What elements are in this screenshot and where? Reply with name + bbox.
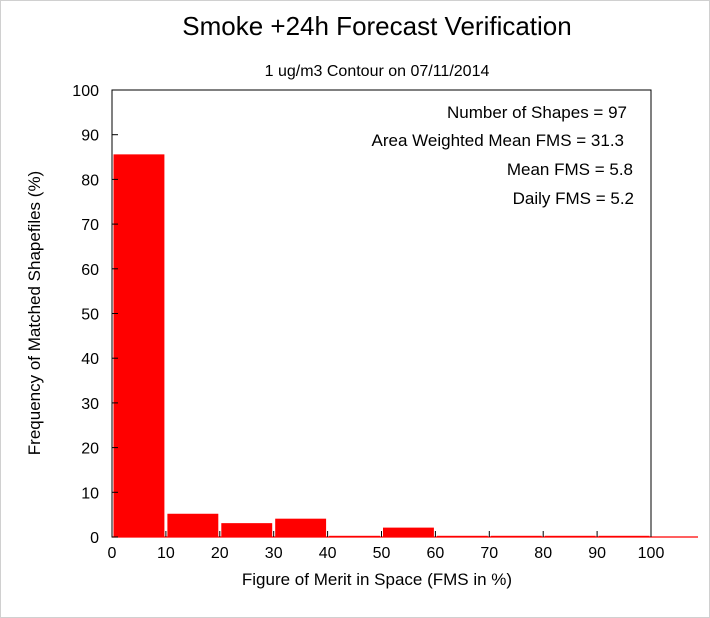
x-tick-label: 0 — [108, 545, 117, 562]
x-tick-label: 100 — [638, 545, 665, 562]
y-tick-label: 80 — [81, 172, 99, 189]
histogram-bar — [221, 523, 273, 537]
histogram-bar — [275, 518, 327, 537]
daily-fms-label: Daily FMS = 5.2 — [513, 189, 634, 208]
y-axis-ticks: 0 10 20 30 40 50 60 70 80 90 100 — [72, 83, 118, 547]
y-tick-label: 70 — [81, 217, 99, 234]
plot-area: 0 10 20 30 40 50 60 70 80 90 100 0 10 20 30 40 50 60 70 80… — [72, 83, 698, 562]
x-tick-label: 60 — [427, 545, 445, 562]
y-tick-label: 50 — [81, 307, 99, 324]
histogram-bar — [167, 513, 219, 537]
y-tick-label: 0 — [90, 530, 99, 547]
y-tick-label: 30 — [81, 396, 99, 413]
x-tick-label: 30 — [265, 545, 283, 562]
y-tick-label: 10 — [81, 485, 99, 502]
histogram-bar — [383, 527, 434, 537]
chart-subtitle: 1 ug/m3 Contour on 07/11/2014 — [265, 63, 490, 80]
x-tick-label: 50 — [373, 545, 391, 562]
x-tick-label: 90 — [588, 545, 606, 562]
number-of-shapes-label: Number of Shapes = 97 — [447, 103, 627, 122]
y-axis-title: Frequency of Matched Shapefiles (%) — [25, 171, 44, 455]
x-tick-label: 20 — [211, 545, 229, 562]
bars-group — [112, 154, 698, 538]
x-tick-label: 70 — [480, 545, 498, 562]
statistics-annotations: Number of Shapes = 97 Area Weighted Mean… — [372, 103, 634, 208]
histogram-bar — [113, 154, 165, 538]
area-weighted-mean-fms-label: Area Weighted Mean FMS = 31.3 — [372, 131, 624, 150]
mean-fms-label: Mean FMS = 5.8 — [507, 160, 633, 179]
y-tick-label: 100 — [72, 83, 99, 100]
x-axis-ticks: 0 10 20 30 40 50 60 70 80 90 100 — [108, 531, 665, 562]
y-tick-label: 90 — [81, 128, 99, 145]
y-tick-label: 40 — [81, 351, 99, 368]
x-axis-title: Figure of Merit in Space (FMS in %) — [242, 570, 512, 589]
x-tick-label: 40 — [319, 545, 337, 562]
y-tick-label: 60 — [81, 262, 99, 279]
y-tick-label: 20 — [81, 441, 99, 458]
chart-title: Smoke +24h Forecast Verification — [182, 11, 571, 41]
x-tick-label: 80 — [534, 545, 552, 562]
x-tick-label: 10 — [157, 545, 175, 562]
